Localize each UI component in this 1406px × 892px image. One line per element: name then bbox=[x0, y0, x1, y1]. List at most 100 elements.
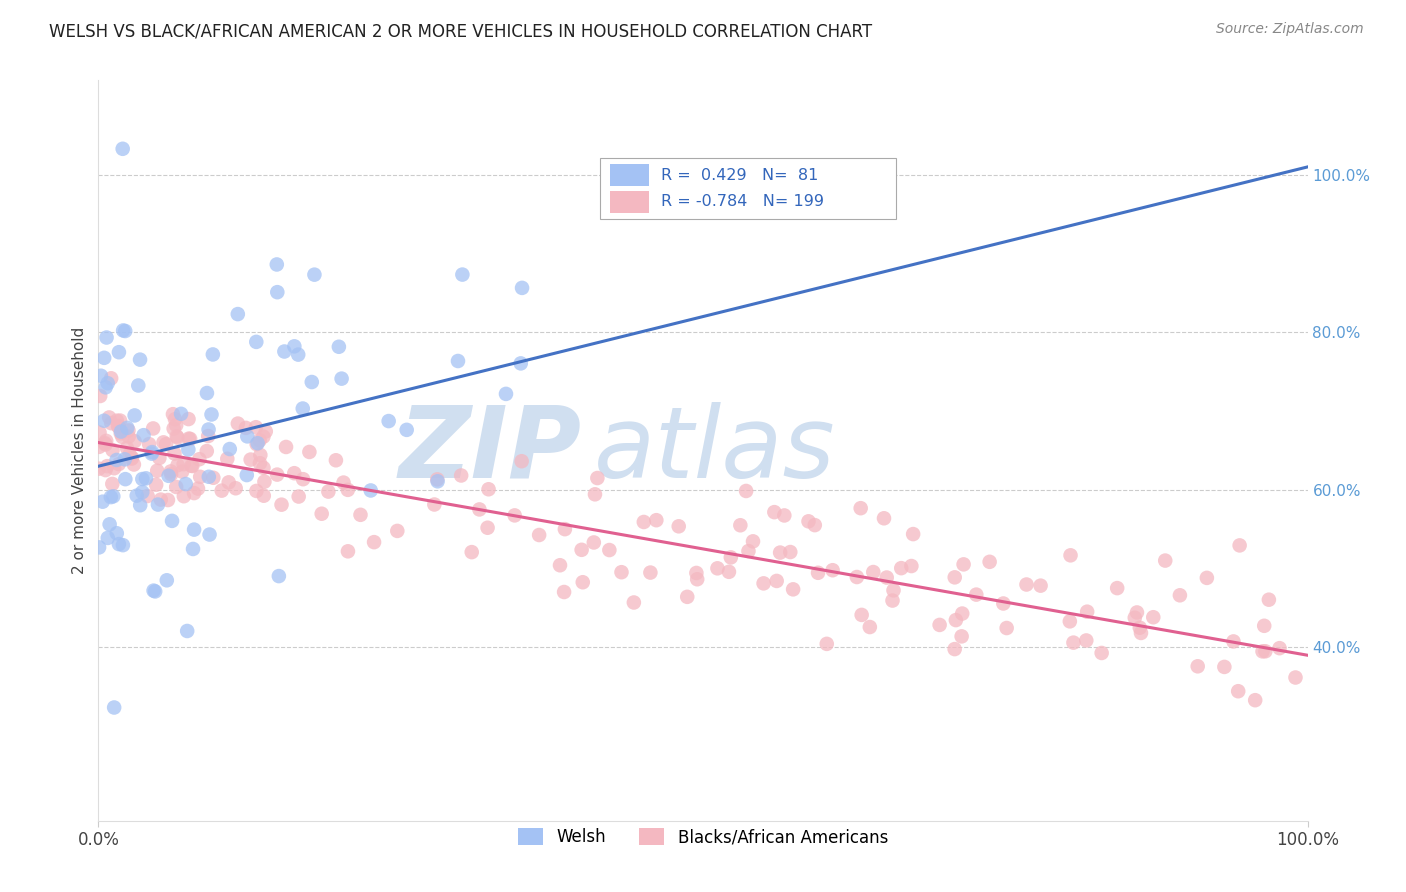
Point bbox=[586, 471, 609, 485]
Point bbox=[890, 561, 912, 575]
Point bbox=[236, 429, 259, 443]
Point bbox=[598, 543, 620, 558]
Point bbox=[873, 511, 896, 525]
Point bbox=[1076, 605, 1098, 619]
Point bbox=[101, 477, 124, 491]
Point bbox=[101, 443, 124, 458]
Point bbox=[103, 461, 125, 475]
Point bbox=[94, 380, 117, 394]
Point bbox=[952, 558, 974, 572]
Point bbox=[1154, 553, 1177, 567]
Point bbox=[882, 583, 904, 598]
Point bbox=[107, 419, 129, 434]
Point bbox=[640, 566, 662, 580]
Point bbox=[717, 565, 740, 579]
Point bbox=[176, 624, 198, 638]
Point bbox=[301, 375, 323, 389]
Point bbox=[100, 371, 122, 385]
Point bbox=[135, 471, 157, 485]
Point bbox=[87, 541, 110, 555]
Point bbox=[100, 416, 122, 430]
Point bbox=[94, 436, 117, 450]
Point bbox=[336, 544, 359, 558]
Point bbox=[107, 457, 129, 471]
Point bbox=[318, 484, 340, 499]
Point bbox=[124, 434, 146, 449]
Point bbox=[188, 452, 211, 467]
Point bbox=[266, 285, 288, 300]
Point bbox=[131, 472, 153, 486]
Point bbox=[96, 434, 118, 448]
Point bbox=[304, 268, 326, 282]
Point bbox=[267, 569, 290, 583]
Point bbox=[737, 544, 759, 558]
Point bbox=[849, 501, 872, 516]
Point bbox=[111, 430, 134, 444]
Point bbox=[995, 621, 1018, 635]
Point bbox=[1254, 644, 1277, 658]
Point bbox=[706, 561, 728, 575]
Point bbox=[246, 437, 269, 451]
Point bbox=[509, 356, 531, 370]
Point bbox=[159, 465, 181, 479]
Point bbox=[273, 344, 295, 359]
Point bbox=[325, 453, 347, 467]
Point bbox=[89, 425, 111, 440]
Point bbox=[571, 542, 593, 557]
Point bbox=[125, 489, 148, 503]
Point bbox=[225, 481, 247, 495]
Point bbox=[249, 434, 271, 448]
Point bbox=[779, 545, 801, 559]
Point bbox=[943, 642, 966, 657]
Point bbox=[274, 440, 297, 454]
Point bbox=[336, 483, 359, 497]
Point bbox=[527, 528, 550, 542]
Point bbox=[236, 468, 259, 483]
Point bbox=[283, 339, 305, 353]
Point bbox=[136, 489, 159, 503]
Point bbox=[1126, 606, 1149, 620]
Point bbox=[156, 493, 179, 508]
Point bbox=[821, 563, 844, 577]
Point bbox=[900, 559, 922, 574]
Point bbox=[118, 429, 141, 443]
Point bbox=[111, 142, 134, 156]
Point bbox=[180, 458, 202, 473]
Point bbox=[239, 452, 262, 467]
Point bbox=[1222, 634, 1244, 648]
Point bbox=[633, 515, 655, 529]
Legend: Welsh, Blacks/African Americans: Welsh, Blacks/African Americans bbox=[512, 822, 894, 853]
Point bbox=[1195, 571, 1218, 585]
Point bbox=[93, 351, 115, 365]
Point bbox=[1257, 592, 1279, 607]
Point bbox=[1129, 621, 1152, 635]
Point bbox=[685, 566, 707, 580]
Point bbox=[1229, 538, 1251, 552]
Point bbox=[928, 618, 950, 632]
Point bbox=[1059, 549, 1081, 563]
Point bbox=[763, 505, 786, 519]
Point bbox=[90, 368, 112, 383]
Point bbox=[477, 482, 499, 496]
Point bbox=[901, 527, 924, 541]
Point bbox=[1251, 644, 1274, 658]
Point bbox=[195, 444, 218, 458]
Point bbox=[117, 421, 139, 435]
Point bbox=[197, 422, 219, 436]
Point bbox=[122, 458, 145, 472]
Point bbox=[183, 523, 205, 537]
Point bbox=[179, 432, 201, 446]
Point bbox=[163, 446, 186, 460]
Point bbox=[157, 468, 180, 483]
Point bbox=[187, 482, 209, 496]
Point bbox=[217, 451, 239, 466]
Point bbox=[143, 584, 166, 599]
Point bbox=[252, 461, 274, 475]
Point bbox=[110, 425, 132, 439]
Point bbox=[360, 483, 382, 498]
Point bbox=[1284, 671, 1306, 685]
Point bbox=[797, 514, 820, 528]
FancyBboxPatch shape bbox=[610, 164, 648, 186]
Point bbox=[583, 487, 606, 501]
Point bbox=[103, 489, 125, 503]
